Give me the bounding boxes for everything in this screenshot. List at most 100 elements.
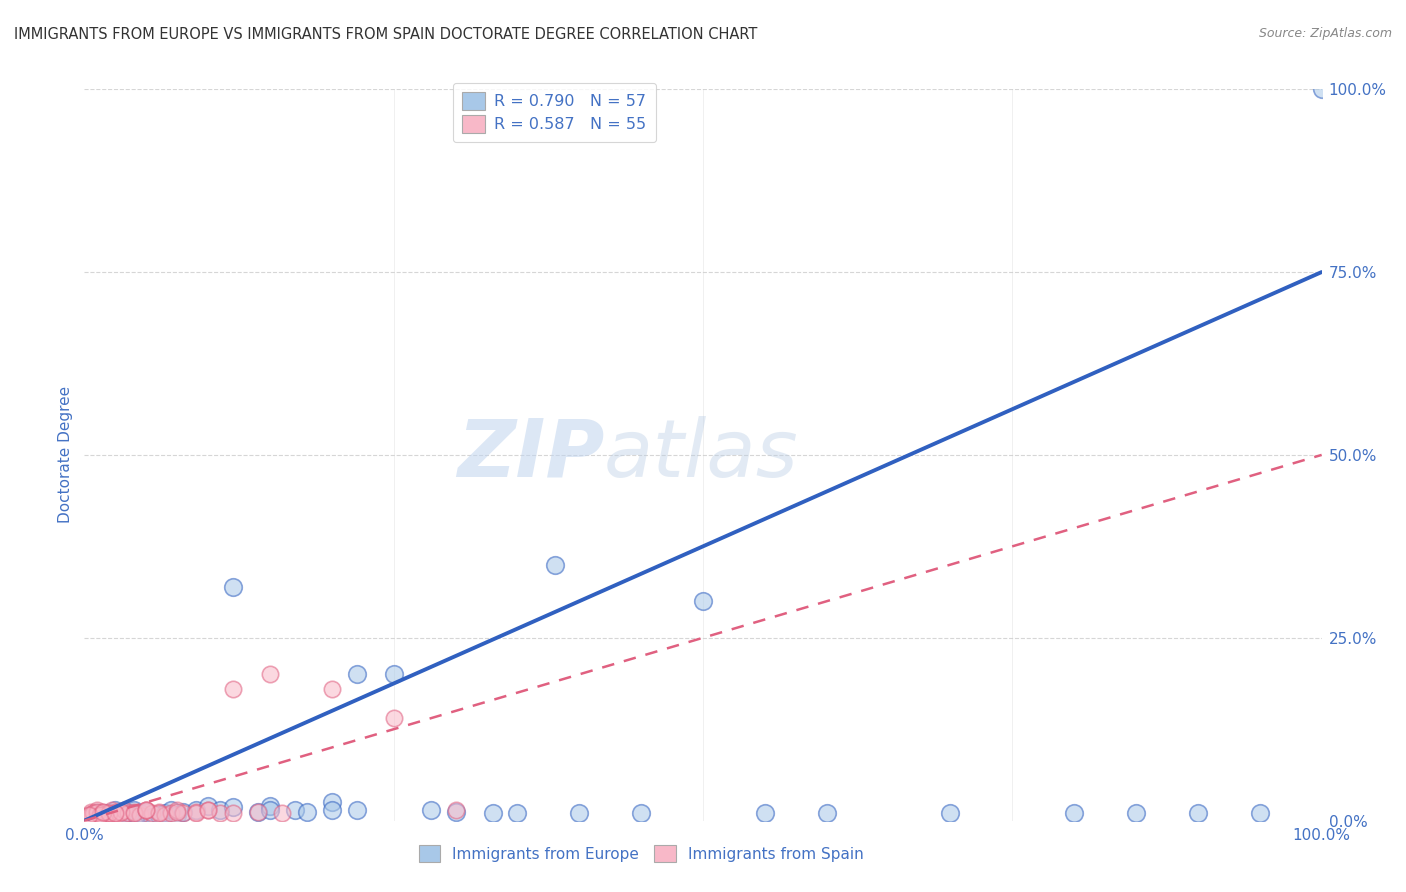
Point — [1249, 806, 1271, 821]
Y-axis label: Doctorate Degree: Doctorate Degree — [58, 386, 73, 524]
Point — [86, 805, 108, 819]
Point — [419, 803, 441, 817]
Point — [104, 806, 127, 821]
Point — [246, 805, 269, 819]
Point — [96, 806, 118, 821]
Point — [108, 806, 131, 821]
Legend: Immigrants from Europe, Immigrants from Spain: Immigrants from Europe, Immigrants from … — [412, 839, 870, 868]
Point — [506, 806, 529, 821]
Point — [222, 681, 245, 696]
Text: atlas: atlas — [605, 416, 799, 494]
Point — [160, 806, 183, 821]
Point — [135, 803, 157, 817]
Point — [346, 667, 368, 681]
Point — [135, 805, 157, 819]
Point — [382, 667, 405, 681]
Point — [148, 805, 170, 819]
Point — [295, 805, 318, 819]
Point — [172, 806, 194, 821]
Point — [82, 810, 104, 824]
Point — [100, 803, 122, 817]
Point — [112, 803, 135, 817]
Point — [79, 805, 101, 819]
Point — [346, 803, 368, 817]
Point — [568, 806, 591, 821]
Point — [110, 810, 132, 824]
Point — [1187, 806, 1209, 821]
Point — [222, 580, 245, 594]
Point — [100, 807, 122, 822]
Point — [76, 810, 98, 824]
Point — [104, 805, 127, 819]
Point — [166, 805, 188, 819]
Text: ZIP: ZIP — [457, 416, 605, 494]
Point — [117, 806, 139, 821]
Point — [86, 803, 108, 817]
Point — [321, 796, 343, 810]
Point — [79, 812, 101, 826]
Point — [104, 803, 127, 817]
Point — [83, 807, 105, 822]
Point — [321, 803, 343, 817]
Point — [153, 807, 176, 822]
Point — [96, 806, 118, 821]
Point — [692, 594, 714, 608]
Text: Source: ZipAtlas.com: Source: ZipAtlas.com — [1258, 27, 1392, 40]
Point — [129, 807, 152, 822]
Point — [82, 806, 104, 821]
Point — [444, 805, 467, 819]
Point — [284, 803, 307, 817]
Point — [222, 800, 245, 814]
Point — [77, 810, 100, 824]
Point — [630, 806, 652, 821]
Point — [90, 805, 112, 819]
Point — [166, 807, 188, 822]
Point — [481, 806, 503, 821]
Point — [98, 810, 121, 824]
Point — [197, 799, 219, 814]
Point — [184, 803, 207, 817]
Point — [79, 807, 101, 822]
Point — [89, 810, 111, 824]
Point — [122, 806, 145, 821]
Point — [110, 810, 132, 824]
Point — [79, 807, 101, 822]
Point — [271, 806, 294, 821]
Point — [148, 806, 170, 821]
Point — [259, 803, 281, 817]
Point — [172, 805, 194, 819]
Point — [321, 681, 343, 696]
Point — [197, 803, 219, 817]
Point — [259, 667, 281, 681]
Point — [259, 799, 281, 814]
Point — [141, 810, 163, 824]
Point — [86, 806, 108, 821]
Point — [91, 805, 114, 819]
Point — [79, 807, 101, 822]
Point — [939, 806, 962, 821]
Point — [120, 806, 142, 821]
Point — [209, 806, 232, 821]
Point — [77, 810, 100, 824]
Point — [444, 803, 467, 817]
Point — [197, 803, 219, 817]
Point — [754, 806, 776, 821]
Point — [108, 806, 131, 821]
Point — [153, 806, 176, 821]
Point — [80, 810, 103, 824]
Point — [148, 807, 170, 822]
Point — [209, 803, 232, 817]
Point — [125, 807, 148, 822]
Point — [166, 803, 188, 817]
Point — [1063, 806, 1085, 821]
Point — [184, 805, 207, 819]
Point — [141, 806, 163, 821]
Point — [122, 803, 145, 817]
Point — [110, 805, 132, 819]
Text: IMMIGRANTS FROM EUROPE VS IMMIGRANTS FROM SPAIN DOCTORATE DEGREE CORRELATION CHA: IMMIGRANTS FROM EUROPE VS IMMIGRANTS FRO… — [14, 27, 758, 42]
Point — [160, 803, 183, 817]
Point — [129, 806, 152, 821]
Point — [1125, 806, 1147, 821]
Point — [815, 806, 838, 821]
Point — [93, 810, 115, 824]
